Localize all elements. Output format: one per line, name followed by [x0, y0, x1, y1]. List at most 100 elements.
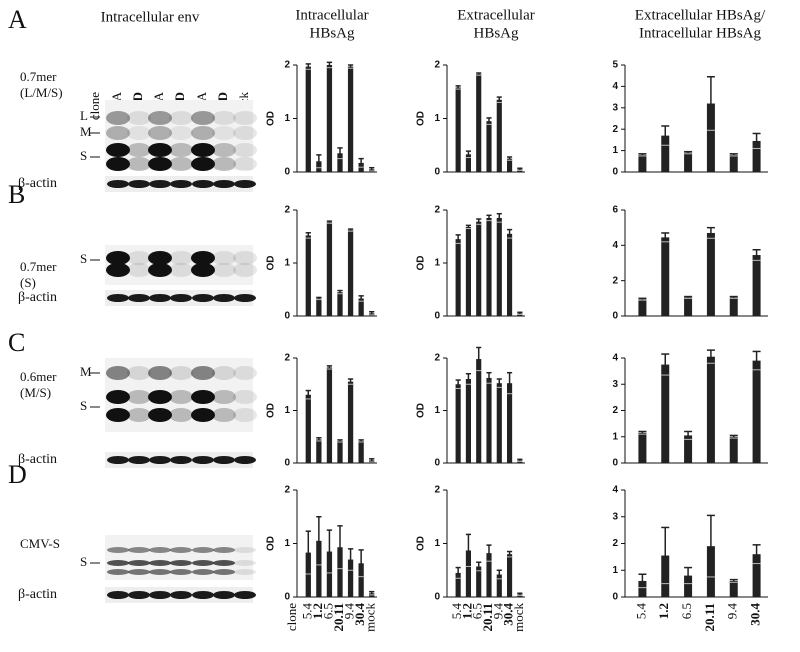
error-bar: [347, 548, 354, 571]
error-bar: [455, 85, 461, 90]
blot-band: [169, 126, 193, 140]
loading-band: [170, 294, 192, 302]
band-label: M: [80, 364, 92, 379]
blot-band: [127, 126, 151, 140]
blot-band: [233, 390, 257, 404]
x-tick-label: 9.4: [490, 603, 505, 620]
x-tick-label: 1.2: [656, 603, 671, 619]
y-axis-label: OD: [416, 536, 427, 551]
blot-band: [148, 408, 172, 422]
loading-band: [192, 456, 214, 464]
bar: [455, 572, 461, 597]
blot-band: [191, 390, 215, 404]
band-label: S: [80, 251, 87, 266]
y-tick-label: 4: [612, 240, 618, 251]
bar: [476, 221, 482, 316]
bar: [661, 364, 670, 463]
bar: [358, 440, 364, 463]
y-tick-label: 0: [284, 592, 290, 603]
y-tick-label: 2: [284, 485, 290, 496]
blot-band: [234, 560, 256, 566]
error-bar: [517, 458, 523, 462]
error-bar: [337, 147, 343, 160]
bar: [486, 121, 492, 172]
column-header: HBsAg: [473, 25, 519, 41]
bar: [337, 440, 343, 463]
bar: [729, 436, 738, 463]
bar: [326, 65, 333, 172]
error-bar: [638, 573, 647, 589]
blot-band: [169, 408, 193, 422]
bar: [337, 153, 343, 172]
blot-band: [127, 366, 151, 380]
error-bar: [326, 61, 333, 69]
bar: [752, 554, 761, 597]
bar: [638, 580, 647, 597]
blot-band: [212, 263, 236, 277]
panel-letter: C: [8, 328, 25, 357]
loading-band: [128, 591, 150, 599]
blot-band: [191, 251, 215, 265]
blot-band: [127, 390, 151, 404]
bar: [661, 237, 670, 316]
bar: [347, 381, 354, 463]
blot-band: [192, 569, 214, 575]
y-axis-label: OD: [266, 111, 277, 126]
y-axis-label: OD: [416, 111, 427, 126]
error-bar: [507, 228, 513, 239]
error-bar: [684, 295, 693, 299]
blot-band: [127, 111, 151, 125]
error-bar: [517, 592, 523, 596]
error-bar: [358, 157, 364, 168]
x-tick-label: 20.11: [480, 603, 495, 632]
x-tick-label: 5.4: [633, 603, 648, 620]
x-tick-label: 20.11: [702, 603, 717, 632]
blot-band: [106, 126, 130, 140]
bar: [661, 135, 670, 172]
y-tick-label: 2: [434, 353, 440, 364]
loading-band: [213, 591, 235, 599]
loading-band: [170, 456, 192, 464]
blot-band: [107, 569, 129, 575]
y-tick-label: 0: [284, 458, 290, 469]
bar: [752, 140, 761, 172]
blot-band: [212, 366, 236, 380]
bar: [684, 297, 693, 316]
bar: [326, 551, 333, 597]
bar: [305, 66, 311, 172]
bar: [507, 233, 513, 316]
bar: [337, 547, 343, 597]
bar: [752, 255, 761, 316]
loading-band: [213, 180, 235, 188]
y-axis-label: OD: [266, 536, 277, 551]
error-bar: [316, 516, 322, 566]
panel-letter: B: [8, 180, 25, 209]
y-tick-label: 0: [284, 311, 290, 322]
blot-band: [212, 126, 236, 140]
bar: [638, 154, 647, 172]
blot-band: [191, 263, 215, 277]
x-tick-label: 1.2: [310, 603, 325, 619]
y-tick-label: 1: [434, 258, 440, 269]
blot-band: [233, 263, 257, 277]
error-bar: [465, 150, 471, 159]
bar: [706, 356, 715, 463]
y-tick-label: 4: [612, 353, 618, 364]
blot-band: [212, 111, 236, 125]
error-bar: [706, 226, 715, 239]
loading-label: β-actin: [18, 587, 57, 602]
bar: [496, 383, 502, 463]
x-tick-label: mock: [363, 603, 378, 632]
bar: [706, 232, 715, 316]
error-bar: [476, 346, 482, 372]
error-bar: [465, 224, 471, 230]
band-label: M: [80, 124, 92, 139]
blot-band: [106, 143, 130, 157]
bar: [347, 66, 354, 172]
y-tick-label: 1: [612, 145, 618, 156]
error-bar: [326, 220, 333, 224]
loading-band: [128, 180, 150, 188]
blot-band: [192, 560, 214, 566]
error-bar: [369, 311, 375, 316]
y-tick-label: 3: [612, 511, 618, 522]
